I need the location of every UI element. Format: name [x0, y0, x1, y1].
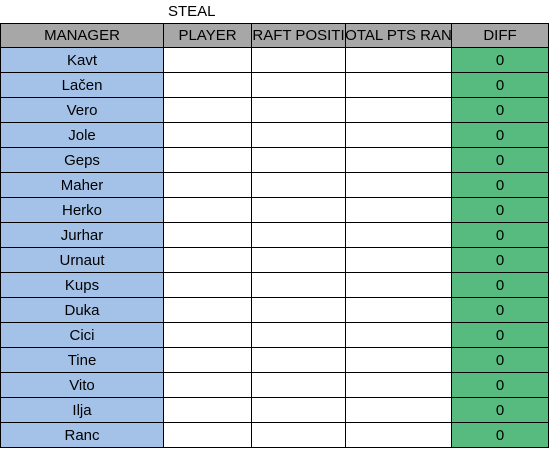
total-pts-rank-cell[interactable]: [346, 198, 452, 223]
diff-cell[interactable]: 0: [452, 273, 549, 298]
sheet-title[interactable]: STEAL: [164, 0, 252, 23]
total-pts-rank-cell[interactable]: [346, 73, 452, 98]
manager-cell[interactable]: Duka: [0, 298, 164, 323]
draft-position-cell[interactable]: [252, 323, 346, 348]
player-cell[interactable]: [164, 173, 252, 198]
draft-position-cell[interactable]: [252, 348, 346, 373]
diff-cell[interactable]: 0: [452, 48, 549, 73]
player-cell[interactable]: [164, 398, 252, 423]
manager-cell[interactable]: Jole: [0, 123, 164, 148]
player-cell[interactable]: [164, 198, 252, 223]
header-draft-position[interactable]: RAFT POSITI: [252, 23, 346, 48]
draft-position-cell[interactable]: [252, 48, 346, 73]
empty-cell[interactable]: [346, 0, 452, 23]
diff-cell[interactable]: 0: [452, 148, 549, 173]
manager-cell[interactable]: Vero: [0, 98, 164, 123]
draft-position-cell[interactable]: [252, 248, 346, 273]
player-cell[interactable]: [164, 223, 252, 248]
empty-cell[interactable]: [452, 0, 549, 23]
player-cell[interactable]: [164, 148, 252, 173]
draft-position-cell[interactable]: [252, 423, 346, 448]
total-pts-rank-cell[interactable]: [346, 223, 452, 248]
diff-cell[interactable]: 0: [452, 123, 549, 148]
header-manager[interactable]: MANAGER: [0, 23, 164, 48]
player-cell[interactable]: [164, 73, 252, 98]
diff-cell[interactable]: 0: [452, 198, 549, 223]
manager-cell[interactable]: Kups: [0, 273, 164, 298]
draft-position-cell[interactable]: [252, 173, 346, 198]
diff-cell[interactable]: 0: [452, 348, 549, 373]
total-pts-rank-cell[interactable]: [346, 423, 452, 448]
draft-position-cell[interactable]: [252, 298, 346, 323]
total-pts-rank-cell[interactable]: [346, 298, 452, 323]
player-cell[interactable]: [164, 48, 252, 73]
player-cell[interactable]: [164, 98, 252, 123]
player-cell[interactable]: [164, 248, 252, 273]
draft-position-cell[interactable]: [252, 73, 346, 98]
manager-cell[interactable]: Ranc: [0, 423, 164, 448]
diff-cell[interactable]: 0: [452, 73, 549, 98]
empty-cell[interactable]: [252, 0, 346, 23]
total-pts-rank-cell[interactable]: [346, 273, 452, 298]
draft-position-cell[interactable]: [252, 398, 346, 423]
total-pts-rank-cell[interactable]: [346, 248, 452, 273]
player-cell[interactable]: [164, 373, 252, 398]
diff-cell[interactable]: 0: [452, 398, 549, 423]
total-pts-rank-cell[interactable]: [346, 373, 452, 398]
diff-cell[interactable]: 0: [452, 173, 549, 198]
player-cell[interactable]: [164, 348, 252, 373]
player-cell[interactable]: [164, 323, 252, 348]
diff-cell[interactable]: 0: [452, 98, 549, 123]
manager-cell[interactable]: Urnaut: [0, 248, 164, 273]
manager-cell[interactable]: Tine: [0, 348, 164, 373]
draft-position-cell[interactable]: [252, 198, 346, 223]
header-diff[interactable]: DIFF: [452, 23, 549, 48]
diff-cell[interactable]: 0: [452, 298, 549, 323]
total-pts-rank-cell[interactable]: [346, 173, 452, 198]
draft-position-cell[interactable]: [252, 148, 346, 173]
diff-cell[interactable]: 0: [452, 373, 549, 398]
diff-cell[interactable]: 0: [452, 323, 549, 348]
manager-cell[interactable]: Kavt: [0, 48, 164, 73]
player-cell[interactable]: [164, 123, 252, 148]
total-pts-rank-cell[interactable]: [346, 348, 452, 373]
header-player[interactable]: PLAYER: [164, 23, 252, 48]
total-pts-rank-cell[interactable]: [346, 323, 452, 348]
manager-cell[interactable]: Maher: [0, 173, 164, 198]
diff-cell[interactable]: 0: [452, 248, 549, 273]
diff-cell[interactable]: 0: [452, 223, 549, 248]
total-pts-rank-cell[interactable]: [346, 98, 452, 123]
draft-position-cell[interactable]: [252, 98, 346, 123]
manager-cell[interactable]: Cici: [0, 323, 164, 348]
total-pts-rank-cell[interactable]: [346, 398, 452, 423]
draft-position-cell[interactable]: [252, 223, 346, 248]
manager-cell[interactable]: Vito: [0, 373, 164, 398]
draft-position-cell[interactable]: [252, 123, 346, 148]
manager-cell[interactable]: Jurhar: [0, 223, 164, 248]
total-pts-rank-cell[interactable]: [346, 148, 452, 173]
manager-cell[interactable]: Herko: [0, 198, 164, 223]
total-pts-rank-cell[interactable]: [346, 123, 452, 148]
player-cell[interactable]: [164, 298, 252, 323]
manager-cell[interactable]: Lačen: [0, 73, 164, 98]
manager-cell[interactable]: Ilja: [0, 398, 164, 423]
header-total-pts-rank[interactable]: OTAL PTS RAN: [346, 23, 452, 48]
total-pts-rank-cell[interactable]: [346, 48, 452, 73]
player-cell[interactable]: [164, 423, 252, 448]
manager-cell[interactable]: Geps: [0, 148, 164, 173]
draft-position-cell[interactable]: [252, 273, 346, 298]
player-cell[interactable]: [164, 273, 252, 298]
empty-cell[interactable]: [0, 0, 164, 23]
draft-position-cell[interactable]: [252, 373, 346, 398]
diff-cell[interactable]: 0: [452, 423, 549, 448]
